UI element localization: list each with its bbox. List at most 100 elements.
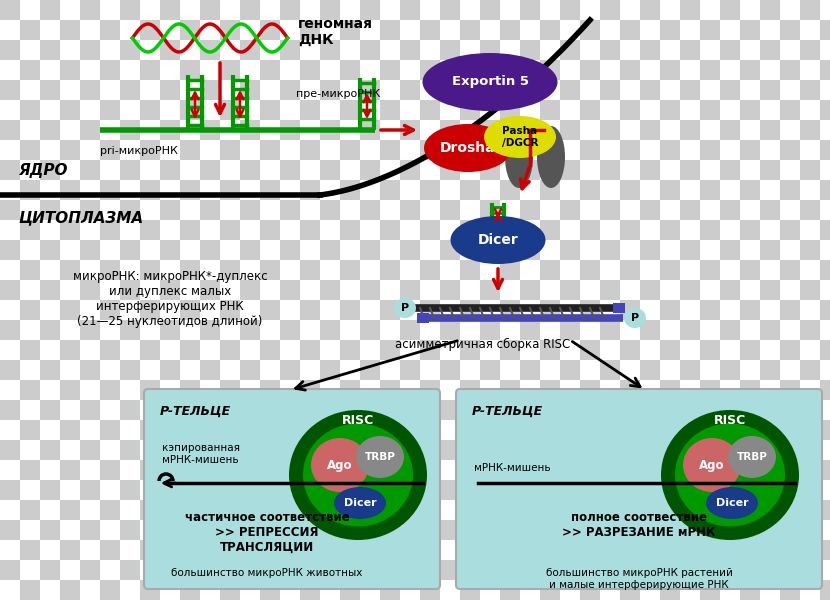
Bar xyxy=(500,80,520,100)
Bar xyxy=(480,520,500,540)
Bar xyxy=(540,260,560,280)
Bar xyxy=(580,400,600,420)
Bar xyxy=(40,560,60,580)
Bar xyxy=(20,200,40,220)
Bar xyxy=(60,320,80,340)
Bar xyxy=(660,360,680,380)
Bar xyxy=(740,360,760,380)
Bar xyxy=(260,320,280,340)
Bar xyxy=(340,280,360,300)
Bar xyxy=(220,140,240,160)
Bar xyxy=(600,300,620,320)
Bar xyxy=(460,100,480,120)
Bar xyxy=(460,120,480,140)
Bar xyxy=(220,300,240,320)
Bar xyxy=(360,20,380,40)
Bar xyxy=(600,80,620,100)
Bar xyxy=(380,260,400,280)
Bar xyxy=(620,160,640,180)
Bar xyxy=(740,180,760,200)
Bar xyxy=(400,200,420,220)
Bar xyxy=(320,440,340,460)
Bar xyxy=(220,20,240,40)
Bar xyxy=(620,280,640,300)
Bar xyxy=(380,280,400,300)
Bar xyxy=(320,320,340,340)
Bar xyxy=(40,440,60,460)
Bar xyxy=(760,580,780,600)
Bar xyxy=(280,280,300,300)
Bar xyxy=(740,580,760,600)
Bar xyxy=(760,180,780,200)
Bar xyxy=(500,320,520,340)
Bar xyxy=(400,40,420,60)
Bar xyxy=(80,220,100,240)
Bar xyxy=(140,280,160,300)
Bar xyxy=(700,480,720,500)
Bar xyxy=(600,260,620,280)
Bar xyxy=(320,500,340,520)
Bar xyxy=(100,20,120,40)
Bar xyxy=(600,560,620,580)
Bar xyxy=(600,280,620,300)
Bar xyxy=(220,460,240,480)
Bar xyxy=(20,580,40,600)
Bar xyxy=(720,440,740,460)
Bar xyxy=(380,480,400,500)
Bar xyxy=(380,460,400,480)
Bar xyxy=(700,120,720,140)
Bar xyxy=(800,160,820,180)
Bar xyxy=(613,303,625,313)
Bar xyxy=(280,420,300,440)
Bar xyxy=(720,480,740,500)
Bar xyxy=(460,580,480,600)
Bar xyxy=(700,340,720,360)
Bar xyxy=(780,520,800,540)
Bar xyxy=(360,380,380,400)
Bar xyxy=(320,260,340,280)
Bar xyxy=(620,400,640,420)
Bar xyxy=(40,220,60,240)
Bar xyxy=(160,60,180,80)
Bar xyxy=(340,260,360,280)
Bar xyxy=(820,560,830,580)
Bar xyxy=(260,300,280,320)
Bar xyxy=(820,500,830,520)
Bar xyxy=(320,540,340,560)
Bar xyxy=(360,420,380,440)
Bar xyxy=(640,480,660,500)
Bar xyxy=(780,40,800,60)
Bar xyxy=(660,420,680,440)
Bar xyxy=(220,500,240,520)
Bar xyxy=(140,580,160,600)
Bar xyxy=(540,140,560,160)
Bar xyxy=(500,240,520,260)
Bar xyxy=(380,540,400,560)
Bar xyxy=(500,400,520,420)
FancyBboxPatch shape xyxy=(144,389,440,589)
Bar xyxy=(700,420,720,440)
Bar xyxy=(40,400,60,420)
Bar xyxy=(500,580,520,600)
Bar xyxy=(360,460,380,480)
Bar xyxy=(100,360,120,380)
Bar xyxy=(620,300,640,320)
Bar xyxy=(100,580,120,600)
Bar xyxy=(460,260,480,280)
Bar xyxy=(180,480,200,500)
Bar xyxy=(560,60,580,80)
Bar xyxy=(40,100,60,120)
Bar xyxy=(340,400,360,420)
Bar xyxy=(680,560,700,580)
Bar xyxy=(620,520,640,540)
Bar xyxy=(640,560,660,580)
Bar xyxy=(60,520,80,540)
Bar xyxy=(680,80,700,100)
Bar xyxy=(760,360,780,380)
Bar xyxy=(240,120,260,140)
Bar xyxy=(80,400,100,420)
Bar xyxy=(220,0,240,20)
Bar xyxy=(340,420,360,440)
Text: асимметричная сборка RISC: асимметричная сборка RISC xyxy=(395,338,570,351)
Bar xyxy=(460,400,480,420)
